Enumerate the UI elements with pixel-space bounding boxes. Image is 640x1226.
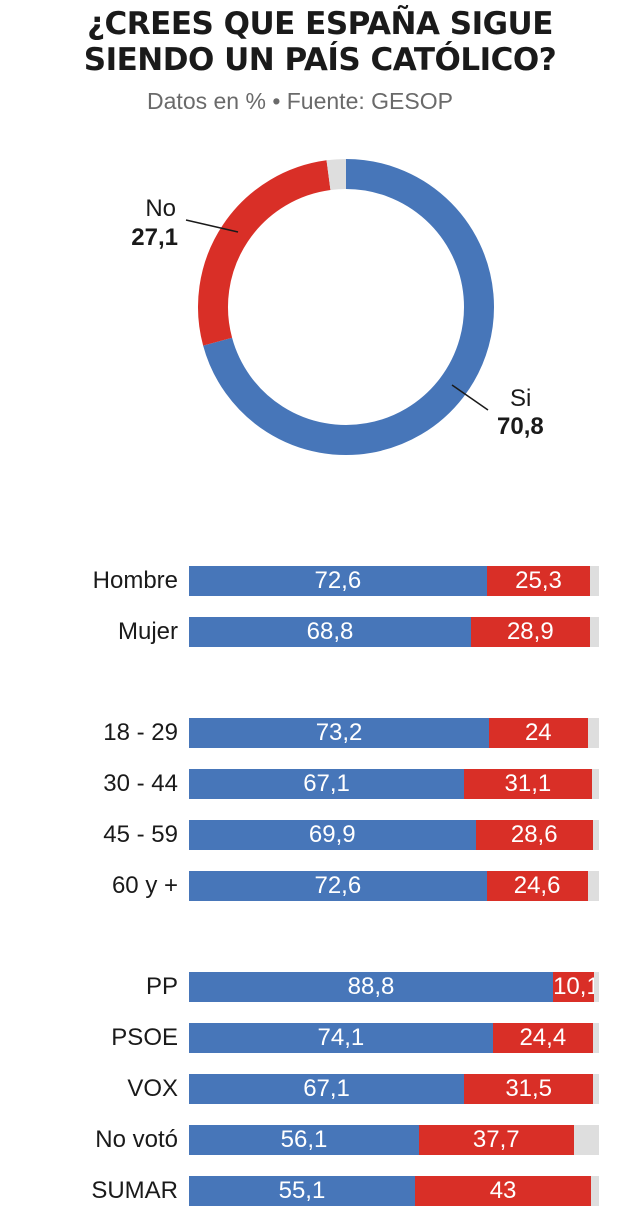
bar-segment-si: 73,2 (189, 718, 490, 749)
bar-row: 18 - 29 73,2 24 (0, 718, 640, 749)
bar-row: 45 - 59 69,9 28,6 (0, 820, 640, 850)
bar-category-label: Hombre (92, 567, 178, 594)
bar-segment-no: 24,4 (492, 1023, 593, 1054)
bar-category-label: Mujer (117, 617, 178, 645)
bar-row: No votó 56,1 37,7 (0, 1124, 640, 1155)
bar-track: 73,2 24 (189, 718, 599, 749)
bar-category-label: 45 - 59 (103, 821, 178, 848)
donut-slice-remaining (326, 159, 347, 191)
bar-segment-si: 69,9 (189, 820, 476, 850)
leader-line-si (451, 384, 489, 411)
bar-segment-si: 74,1 (189, 1023, 493, 1054)
bar-category-label: 30 - 44 (103, 770, 178, 798)
bar-track: 67,1 31,5 (189, 1074, 599, 1104)
bar-segment-no: 31,1 (464, 769, 592, 800)
bar-track: 56,1 37,7 (189, 1124, 599, 1155)
bar-track: 68,8 28,9 (189, 616, 599, 647)
chart-subtitle: Datos en % • Fuente: GESOP (147, 88, 453, 114)
bar-row: VOX 67,1 31,5 (0, 1074, 640, 1104)
bar-category-label: PP (145, 973, 178, 1001)
bar-row: PSOE 74,1 24,4 (0, 1023, 640, 1054)
bar-track: 88,8 10,1 (189, 972, 599, 1003)
donut-value-si: 70,8 (497, 413, 544, 440)
donut-label-no: No (145, 195, 176, 222)
donut-slice-si (203, 159, 494, 455)
bar-segment-si: 88,8 (189, 972, 554, 1003)
bar-segment-si: 67,1 (189, 1074, 465, 1104)
chart-title-line-2: SIENDO UN PAÍS CATÓLICO? (83, 42, 557, 78)
bar-segment-no: 31,5 (464, 1074, 594, 1104)
bar-segment-si: 56,1 (189, 1124, 419, 1155)
bar-row: 30 - 44 67,1 31,1 (0, 769, 640, 800)
leader-line-no (185, 219, 239, 233)
bar-segment-si: 55,1 (189, 1175, 415, 1206)
bar-segment-si: 72,6 (189, 566, 487, 596)
chart-title-line-1: ¿CREES QUE ESPAÑA SIGUE (87, 6, 553, 42)
bar-row: Mujer 68,8 28,9 (0, 616, 640, 647)
bar-row: SUMAR 55,1 43 (0, 1175, 640, 1206)
bar-segment-no: 37,7 (419, 1124, 574, 1155)
bar-category-label: SUMAR (91, 1176, 178, 1204)
bar-track: 69,9 28,6 (189, 820, 599, 850)
donut-value-no: 27,1 (131, 224, 178, 251)
bar-segment-no: 24,6 (486, 870, 588, 901)
bar-category-label: 60 y + (111, 871, 178, 899)
bar-segment-no: 24 (489, 718, 588, 749)
donut-label-si: Si (510, 385, 531, 412)
bar-category-label: No votó (95, 1125, 178, 1153)
bar-track: 74,1 24,4 (189, 1023, 599, 1054)
bar-segment-no: 10,1 (553, 972, 595, 1003)
bar-segment-si: 67,1 (189, 769, 465, 800)
bar-category-label: PSOE (111, 1024, 178, 1052)
bar-row: Hombre 72,6 25,3 (0, 566, 640, 596)
bar-row: PP 88,8 10,1 (0, 972, 640, 1003)
bar-segment-no: 25,3 (486, 566, 591, 596)
bar-category-label: 18 - 29 (103, 719, 178, 747)
donut-chart: No 27,1 Si 70,8 (131, 159, 544, 455)
bar-segment-no: 28,9 (471, 616, 590, 647)
bar-track: 72,6 24,6 (189, 870, 599, 901)
bar-track: 55,1 43 (189, 1175, 599, 1206)
bar-segment-no: 28,6 (475, 820, 593, 850)
bar-track: 67,1 31,1 (189, 769, 599, 800)
donut-arcs (198, 159, 494, 455)
bar-category-label: VOX (127, 1075, 178, 1102)
donut-slice-no (198, 160, 331, 346)
bar-segment-si: 68,8 (189, 616, 472, 647)
bar-row: 60 y + 72,6 24,6 (0, 870, 640, 901)
bar-track: 72,6 25,3 (189, 566, 599, 596)
bar-segment-no: 43 (414, 1175, 592, 1206)
bar-segment-si: 72,6 (189, 870, 487, 901)
